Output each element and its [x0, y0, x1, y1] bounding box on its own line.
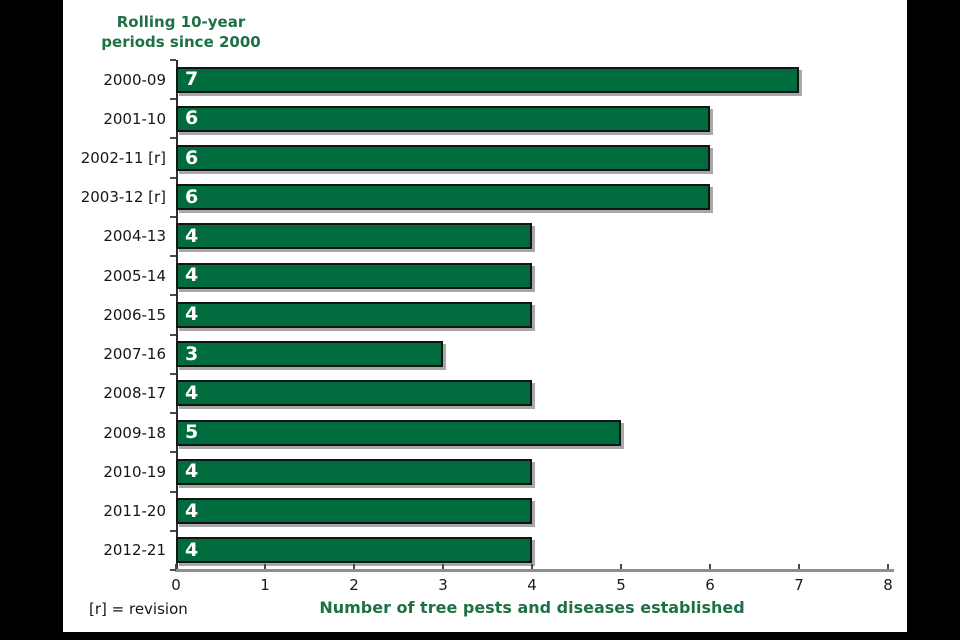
bar: 4: [176, 537, 532, 564]
y-axis-tick: [170, 255, 176, 258]
y-axis-tick: [170, 333, 176, 336]
bar: 6: [176, 145, 710, 172]
bar: 7: [176, 66, 799, 93]
bar-row: 2007-16 3: [103, 335, 888, 374]
bar-row: 2001-10 6: [103, 99, 888, 138]
x-axis-tick: [531, 564, 533, 569]
category-label: 2012-21: [103, 541, 166, 560]
category-label: 2005-14: [103, 266, 166, 285]
bar-value-label: 5: [185, 421, 199, 444]
bar-row: 2006-15 4: [103, 295, 888, 334]
x-axis-tick: [620, 564, 622, 569]
bar: 4: [176, 223, 532, 250]
category-label: 2006-15: [103, 305, 166, 324]
x-axis-tick: [264, 564, 266, 569]
x-axis-tick-label: 0: [171, 576, 181, 594]
x-axis-tick: [353, 564, 355, 569]
bar: 6: [176, 105, 710, 132]
chart-title-line1: Rolling 10-year: [116, 13, 246, 31]
bar: 4: [176, 301, 532, 328]
y-axis-tick: [170, 215, 176, 218]
bar-value-label: 4: [185, 224, 199, 247]
bar-row: 2010-19 4: [103, 452, 888, 491]
bar: 4: [176, 458, 532, 485]
bar-value-label: 6: [185, 185, 199, 208]
bar: 4: [176, 380, 532, 407]
bar-value-label: 4: [185, 538, 199, 561]
bar-row: 2008-17 4: [103, 374, 888, 413]
bar-value-label: 7: [185, 68, 199, 91]
x-axis-tick-label: 5: [616, 576, 626, 594]
category-label: 2004-13: [103, 227, 166, 246]
bar-value-label: 4: [185, 460, 199, 483]
chart-title-line2: periods since 2000: [101, 33, 261, 51]
x-axis-tick-label: 1: [260, 576, 270, 594]
plot-rows: 2000-09 7 2001-10 6 2002-11 [r] 6 2003-12 [r] 6…: [81, 60, 888, 570]
bar-value-label: 3: [185, 342, 199, 365]
bar-row: 2011-20 4: [103, 491, 888, 530]
bar-row: 2000-09 7: [103, 60, 888, 99]
x-axis-tick-label: 8: [883, 576, 893, 594]
y-axis-tick: [170, 59, 176, 61]
bar: 4: [176, 498, 532, 525]
bar-value-label: 4: [185, 264, 199, 287]
y-axis-tick: [170, 176, 176, 179]
y-axis-tick: [170, 294, 176, 297]
category-label: 2011-20: [103, 502, 166, 521]
category-label: 2002-11 [r]: [80, 149, 166, 168]
bar-value-label: 4: [185, 381, 199, 404]
bar-value-label: 4: [185, 499, 199, 522]
category-label: 2001-10: [103, 109, 166, 128]
chart-title: Rolling 10-year periods since 2000: [79, 12, 283, 52]
bar-row: 2005-14 4: [103, 256, 888, 295]
bar: 5: [176, 419, 621, 446]
bar-row: 2003-12 [r] 6: [81, 178, 888, 217]
x-axis: 0 1 2 3 4 5 6 7 8: [171, 560, 893, 600]
bar: 4: [176, 262, 532, 289]
x-axis-tick-label: 2: [349, 576, 359, 594]
x-axis-tick-label: 7: [794, 576, 804, 594]
y-axis-tick: [170, 412, 176, 415]
y-axis-tick: [170, 372, 176, 375]
bar: 3: [176, 341, 443, 368]
bar-value-label: 4: [185, 303, 199, 326]
category-label: 2007-16: [103, 345, 166, 364]
x-axis-tick-label: 4: [527, 576, 537, 594]
x-axis-tick: [709, 564, 711, 569]
y-axis-tick: [170, 529, 176, 532]
bar-row: 2004-13 4: [103, 217, 888, 256]
x-axis-tick-label: 6: [705, 576, 715, 594]
x-axis-tick: [887, 564, 889, 569]
y-axis-tick: [170, 451, 176, 454]
x-axis-tick: [798, 564, 800, 569]
y-axis-tick: [170, 137, 176, 140]
y-axis-tick: [170, 569, 176, 571]
category-label: 2000-09: [103, 70, 166, 89]
bar-row: 2009-18 5: [103, 413, 888, 452]
y-axis-tick: [170, 490, 176, 493]
x-axis-tick-label: 3: [438, 576, 448, 594]
category-label: 2009-18: [103, 423, 166, 442]
y-axis-tick: [170, 98, 176, 101]
category-label: 2008-17: [103, 384, 166, 403]
category-label: 2003-12 [r]: [80, 188, 166, 207]
chart-panel: Rolling 10-year periods since 2000 2000-…: [63, 0, 907, 632]
bar-value-label: 6: [185, 146, 199, 169]
x-axis-title: Number of tree pests and diseases establ…: [319, 598, 745, 617]
footnote-revision: [r] = revision: [89, 600, 188, 618]
bar-value-label: 6: [185, 107, 199, 130]
bar-row: 2012-21 4: [103, 531, 888, 570]
x-axis-tick: [442, 564, 444, 569]
category-label: 2010-19: [103, 462, 166, 481]
x-axis-line: [175, 569, 894, 572]
bar-row: 2002-11 [r] 6: [81, 138, 888, 177]
x-axis-tick: [175, 564, 177, 569]
bar: 6: [176, 184, 710, 211]
